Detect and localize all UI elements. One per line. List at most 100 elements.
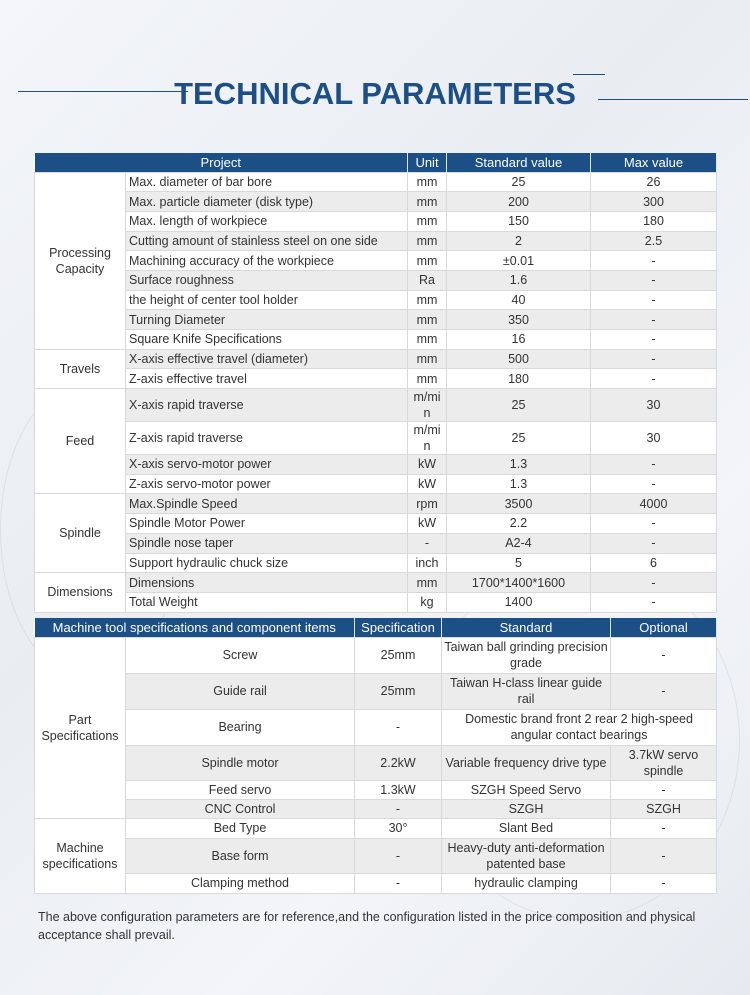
header-standard: Standard: [441, 618, 612, 637]
standard: Taiwan H-class linear guide rail: [441, 672, 612, 710]
group-label: Machine specifications: [34, 817, 126, 894]
item-name: Clamping method: [124, 872, 356, 894]
unit: mm: [407, 309, 447, 330]
header-specification: Specification: [354, 618, 443, 637]
max-value: -: [590, 473, 717, 495]
standard-value: 350: [446, 309, 591, 330]
unit: mm: [407, 230, 447, 252]
group-label: Dimensions: [34, 572, 126, 613]
standard-value: 2: [446, 230, 591, 252]
table-row: Machining accuracy of the workpiece mm ±0.…: [35, 250, 717, 271]
table-row: Surface roughness Ra 1.6-: [35, 269, 717, 291]
optional: -: [610, 672, 718, 710]
item-name: Bearing: [124, 708, 356, 746]
table-row: Z-axis servo-motor power kW 1.3-: [35, 473, 717, 495]
unit: kW: [407, 473, 447, 495]
specification: 1.3kW: [354, 779, 443, 800]
specification: -: [354, 708, 443, 746]
table-row: Total Weight kg 1400-: [35, 591, 717, 613]
group-label: Spindle: [34, 493, 126, 574]
table-row: Spindle motor 2.2kW Variable frequency dri…: [35, 744, 718, 781]
standard-value: ±0.01: [446, 250, 591, 271]
group-label: Travels: [34, 348, 126, 390]
item-name: Base form: [124, 837, 356, 874]
parameter-name: Max. diameter of bar bore: [125, 171, 408, 193]
table-row: Square Knife Specifications mm 16-: [35, 329, 717, 350]
max-value: 4000: [590, 493, 717, 515]
optional: -: [610, 817, 718, 839]
max-value: -: [590, 329, 717, 350]
unit: kW: [407, 513, 447, 534]
max-value: 30: [590, 421, 717, 456]
standard-value: 1400: [446, 591, 591, 613]
group-label: Processing Capacity: [34, 171, 126, 350]
table-row: Clamping method - hydraulic clamping -: [35, 872, 718, 894]
max-value: -: [590, 532, 717, 554]
standard: Domestic brand front 2 rear 2 high-speed…: [441, 708, 718, 746]
standard-value: 500: [446, 348, 591, 370]
item-name: CNC Control: [124, 798, 356, 819]
max-value: -: [590, 309, 717, 330]
page-title: TECHNICAL PARAMETERS: [174, 76, 576, 111]
specification: 25mm: [354, 636, 443, 674]
specification: -: [354, 798, 443, 819]
standard-value: 1.3: [446, 454, 591, 475]
max-value: 2.5: [590, 230, 717, 252]
max-value: 180: [590, 210, 717, 232]
specification: -: [354, 837, 443, 874]
table-row: Dimensions Dimensions mm 1700*1400*1600-: [34, 572, 717, 613]
unit: kg: [407, 591, 447, 613]
specification: 25mm: [354, 672, 443, 710]
max-value: 6: [590, 552, 717, 574]
unit: mm: [407, 191, 447, 212]
standard: Taiwan ball grinding precision grade: [441, 636, 612, 674]
parameter-name: Cutting amount of stainless steel on one…: [125, 230, 408, 252]
table-row: Spindle nose taper - A2-4-: [35, 532, 717, 554]
parameter-name: Max. length of workpiece: [125, 210, 408, 232]
table-header-row: Machine tool specifications and componen…: [34, 618, 718, 637]
standard-value: 1.6: [446, 269, 591, 291]
standard-value: 150: [446, 210, 591, 232]
table-row: Z-axis rapid traverse m/min 25 30: [35, 421, 717, 456]
parameter-name: Support hydraulic chuck size: [125, 552, 408, 574]
unit: m/min: [407, 388, 447, 423]
max-value: -: [590, 348, 717, 370]
standard-value: 25: [446, 171, 591, 193]
unit: inch: [407, 552, 447, 574]
parameter-name: X-axis servo-motor power: [125, 454, 408, 475]
unit: m/min: [407, 421, 447, 456]
unit: mm: [407, 329, 447, 350]
parameter-name: Z-axis servo-motor power: [125, 473, 408, 495]
unit: mm: [407, 289, 447, 311]
optional: SZGH: [610, 798, 718, 819]
max-value: -: [590, 269, 717, 291]
item-name: Feed servo: [124, 779, 356, 800]
component-specifications-table: Machine tool specifications and componen…: [34, 618, 718, 894]
parameter-name: Spindle nose taper: [125, 532, 408, 554]
max-value: -: [590, 250, 717, 271]
table-row: Cutting amount of stainless steel on one…: [35, 230, 717, 252]
table-header-row: Project Unit Standard value Max value: [34, 153, 717, 172]
table-row: Spindle Motor Power kW 2.2-: [35, 513, 717, 534]
optional: -: [610, 837, 718, 874]
standard-value: 200: [446, 191, 591, 212]
standard-value: A2-4: [446, 532, 591, 554]
parameter-name: X-axis effective travel (diameter): [125, 348, 408, 370]
optional: -: [610, 872, 718, 894]
table-row: Base form - Heavy-duty anti-deformation pa…: [35, 837, 718, 874]
title-decoration-line: [18, 91, 188, 92]
parameter-name: Square Knife Specifications: [125, 329, 408, 350]
header-optional: Optional: [610, 618, 718, 637]
table-row: Part Specifications Screw 25mm Taiwan ball …: [34, 636, 718, 819]
title-decoration-line: [573, 74, 605, 75]
table-row: Support hydraulic chuck size inch 5 6: [35, 552, 717, 574]
standard-value: 1700*1400*1600: [446, 572, 591, 593]
table-row: Z-axis effective travel mm 180-: [35, 368, 717, 390]
table-row: Max. length of workpiece mm 150 180: [35, 210, 717, 232]
parameter-name: Max. particle diameter (disk type): [125, 191, 408, 212]
standard: Heavy-duty anti-deformation patented bas…: [441, 837, 612, 874]
standard: hydraulic clamping: [441, 872, 612, 894]
parameter-name: Total Weight: [125, 591, 408, 613]
max-value: 300: [590, 191, 717, 212]
table-row: Feed servo 1.3kW SZGH Speed Servo -: [35, 779, 718, 800]
